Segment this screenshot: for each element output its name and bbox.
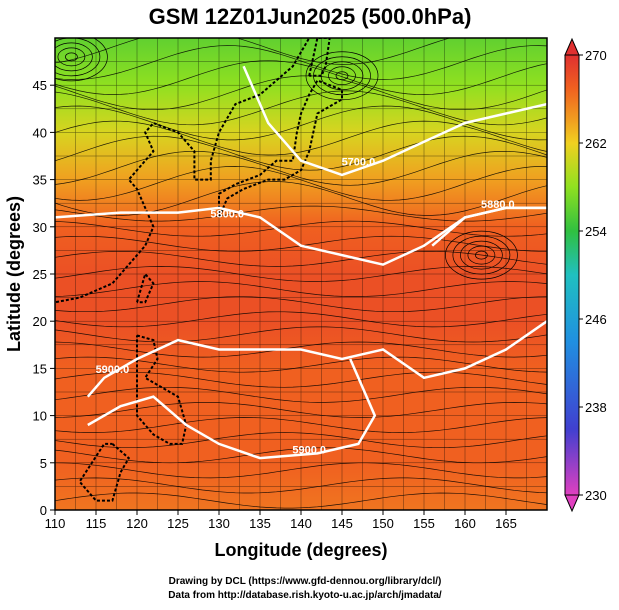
vortex-ring: [55, 42, 93, 72]
y-tick-label: 10: [33, 409, 47, 424]
contour-line: [242, 65, 547, 177]
y-tick-label: 15: [33, 361, 47, 376]
coastline: [308, 38, 331, 77]
x-tick-label: 150: [372, 516, 394, 531]
colorbar-top-arrow: [564, 37, 580, 56]
y-tick-label: 35: [33, 173, 47, 188]
chart-title: GSM 12Z01Jun2025 (500.0hPa): [149, 4, 472, 29]
contour-label: 5700.0: [342, 156, 376, 168]
vortex-ring: [467, 245, 496, 265]
vortex-ring: [460, 240, 503, 270]
contour-label: 5800.0: [210, 208, 244, 220]
vortex-ring: [55, 38, 108, 82]
credit-line-1: Drawing by DCL (https://www.gfd-dennou.o…: [169, 576, 442, 587]
y-tick-label: 0: [40, 503, 47, 518]
contour-label: 5900.0: [292, 444, 326, 456]
vortex-ring: [475, 250, 488, 260]
vortex-ring: [445, 230, 518, 280]
x-tick-label: 135: [249, 516, 271, 531]
colorbar-tick-label: 262: [585, 136, 607, 151]
coastline: [136, 271, 155, 304]
y-tick-label: 25: [33, 267, 47, 282]
vortex-ring: [57, 47, 86, 67]
colorbar-tick-label: 238: [585, 400, 607, 415]
x-tick-label: 160: [454, 516, 476, 531]
contour-label: 5880.0: [481, 199, 515, 211]
contour-line: [86, 320, 547, 398]
x-tick-label: 125: [167, 516, 189, 531]
x-tick-label: 120: [126, 516, 148, 531]
y-axis-label: Latitude (degrees): [4, 196, 24, 352]
coastlines: [55, 38, 343, 502]
x-axis-label: Longitude (degrees): [214, 540, 387, 560]
colorbar-tick-label: 230: [585, 488, 607, 503]
coastline: [218, 79, 343, 218]
colorbar: [564, 54, 580, 496]
coastline: [55, 38, 311, 304]
y-tick-label: 30: [33, 220, 47, 235]
colorbar-tick-label: 254: [585, 224, 607, 239]
colorbar-tick-label: 246: [585, 312, 607, 327]
x-tick-label: 130: [208, 516, 230, 531]
x-tick-label: 140: [290, 516, 312, 531]
vortex-ring: [65, 52, 78, 62]
colorbar-tick-label: 270: [585, 48, 607, 63]
credit-line-2: Data from http://database.rish.kyoto-u.a…: [168, 590, 442, 601]
x-tick-label: 165: [495, 516, 517, 531]
x-tick-label: 145: [331, 516, 353, 531]
colorbar-bottom-arrow: [564, 494, 580, 513]
x-tick-label: 115: [86, 516, 107, 531]
grid: [55, 38, 547, 510]
y-tick-label: 20: [33, 314, 47, 329]
y-tick-label: 45: [33, 78, 47, 93]
contour-label: 5900.0: [96, 364, 130, 376]
vortex-ring: [55, 38, 101, 77]
contour-line: [431, 206, 547, 247]
y-tick-label: 5: [40, 456, 47, 471]
x-tick-label: 155: [413, 516, 435, 531]
y-tick-label: 40: [33, 125, 47, 140]
contour-line: [87, 358, 377, 460]
coastline: [78, 442, 131, 502]
x-tick-label: 110: [45, 516, 66, 531]
